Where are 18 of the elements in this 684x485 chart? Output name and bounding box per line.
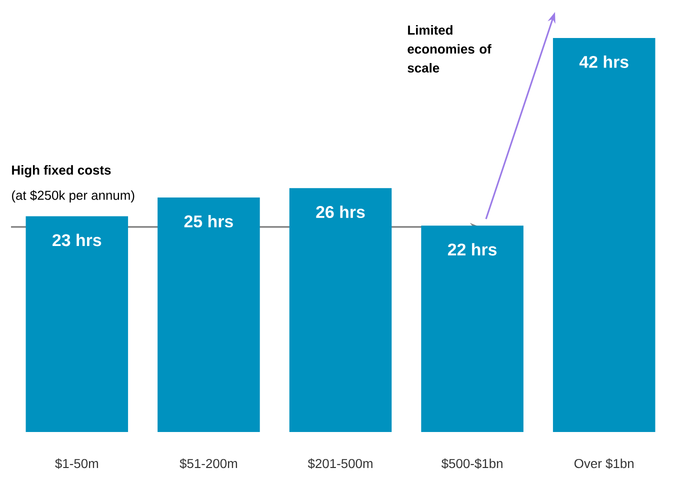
data-label: 23 hrs bbox=[52, 234, 102, 246]
data-label: 42 hrs bbox=[579, 56, 628, 68]
x-tick-label: $201-500m bbox=[308, 458, 372, 469]
bar bbox=[289, 188, 392, 432]
annotation: Limited economies of scale bbox=[408, 25, 492, 73]
annotation: (at $250k per annum) bbox=[12, 190, 134, 202]
data-label: 26 hrs bbox=[316, 206, 365, 218]
x-tick-label: Over $1bn bbox=[574, 458, 634, 469]
bar bbox=[421, 226, 524, 432]
annotation: High fixed costs bbox=[12, 165, 111, 178]
x-tick-label: $1-50m bbox=[55, 458, 98, 469]
data-label: 25 hrs bbox=[184, 214, 233, 228]
data-label: 22 hrs bbox=[448, 243, 497, 256]
bar bbox=[552, 38, 656, 432]
x-tick-label: $51-200m bbox=[180, 458, 238, 469]
bar bbox=[158, 197, 260, 432]
bar bbox=[26, 216, 128, 432]
x-tick-label: $500-$1bn bbox=[441, 458, 502, 469]
